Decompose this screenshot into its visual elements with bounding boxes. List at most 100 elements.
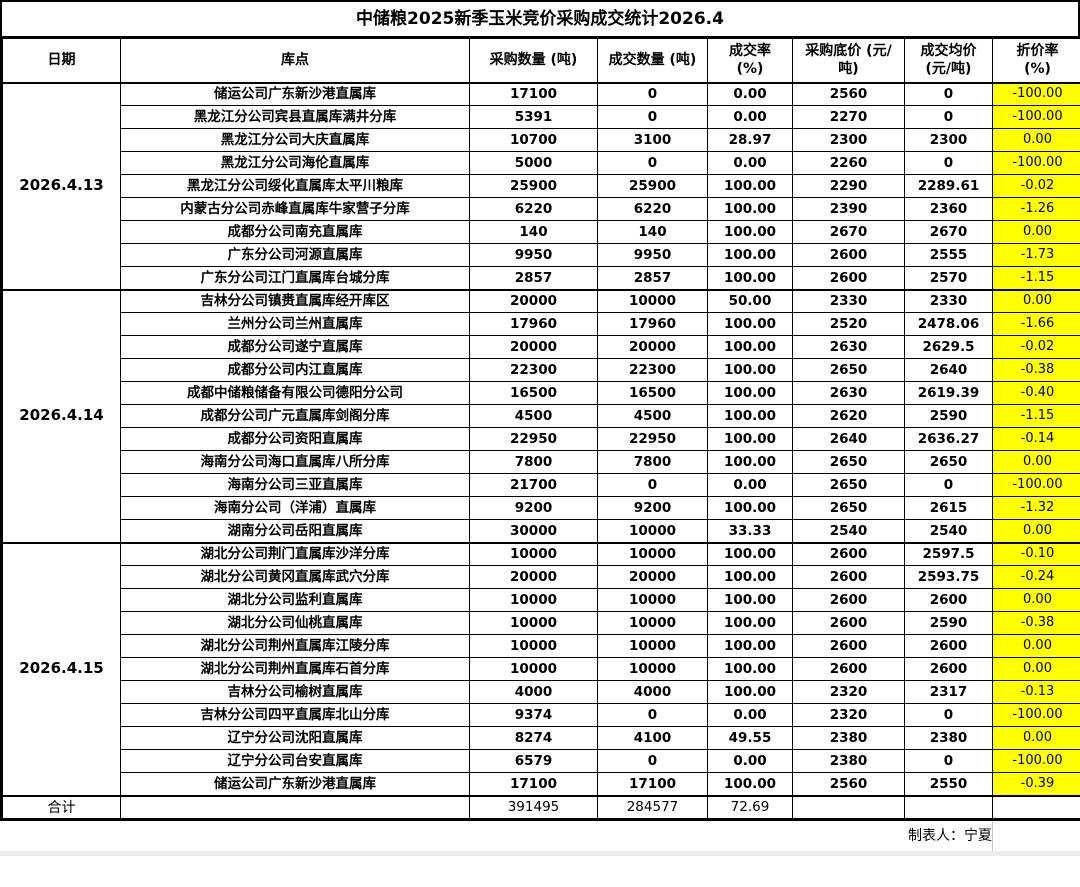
avg-price-value: 2670 <box>904 220 993 244</box>
purchase-qty-value: 2857 <box>469 266 598 291</box>
table-row: 吉林分公司四平直属库北山分库 9374 0 0.00 2320 0 -100.00 <box>3 703 1080 727</box>
purchase-qty-value: 17100 <box>469 772 598 797</box>
date-cell: 2026.4.15 <box>2 542 121 797</box>
floor-price-value: 2540 <box>792 519 905 544</box>
avg-price-value: 2629.5 <box>904 335 993 359</box>
purchase-qty-value: 9200 <box>469 496 598 520</box>
floor-price-value: 2600 <box>792 243 905 267</box>
discount-rate-value: -0.02 <box>992 174 1080 198</box>
depot-name: 储运公司广东新沙港直属库 <box>120 82 470 106</box>
table-row: 内蒙古分公司赤峰直属库牛家营子分库 6220 6220 100.00 2390 2360-… <box>3 197 1080 221</box>
discount-rate-value: -1.15 <box>992 266 1080 291</box>
deal-rate-value: 100.00 <box>707 588 793 612</box>
depot-name: 湖北分公司荆州直属库江陵分库 <box>120 634 470 658</box>
table-row: 2026.4.13 储运公司广东新沙港直属库 17100 0 0.00 2560 0 -100… <box>2 82 1080 291</box>
date-cell: 2026.4.13 <box>2 82 121 291</box>
purchase-qty-value: 8274 <box>469 726 598 750</box>
deal-qty-value: 17960 <box>597 312 708 336</box>
deal-rate-value: 49.55 <box>707 726 793 750</box>
table-row: 储运公司广东新沙港直属库 17100 17100 100.00 2560 2550 -0.3… <box>3 772 1080 797</box>
avg-price-value: 2570 <box>904 266 993 291</box>
discount-rate-value: -0.38 <box>992 611 1080 635</box>
col-header-deal-qty: 成交数量 (吨) <box>597 38 708 84</box>
purchase-qty-value: 9950 <box>469 243 598 267</box>
table-row: 成都分公司内江直属库 22300 22300 100.00 2650 2640 -0.38 <box>3 358 1080 382</box>
table-row: 黑龙江分公司宾县直属库满井分库 5391 0 0.00 2270 0 -100.00 <box>3 105 1080 129</box>
totals-deal-qty: 284577 <box>597 795 708 819</box>
depot-name: 内蒙古分公司赤峰直属库牛家营子分库 <box>120 197 470 221</box>
discount-rate-value: -0.40 <box>992 381 1080 405</box>
depot-name: 湖北分公司仙桃直属库 <box>120 611 470 635</box>
discount-rate-value: -100.00 <box>992 749 1080 773</box>
totals-avg-price-empty <box>904 795 993 819</box>
purchase-qty-value: 10000 <box>469 611 598 635</box>
discount-rate-value: 0.00 <box>992 289 1080 313</box>
footer-strip: 制表人：宁夏 <box>0 821 1080 851</box>
purchase-qty-value: 10000 <box>469 634 598 658</box>
floor-price-value: 2330 <box>792 289 905 313</box>
deal-qty-value: 0 <box>597 105 708 129</box>
table-frame: 中储粮2025新季玉米竞价采购成交统计2026.4 日期 库点 采购数量 (吨)… <box>0 0 1080 821</box>
floor-price-value: 2290 <box>792 174 905 198</box>
avg-price-value: 0 <box>904 473 993 497</box>
discount-rate-value: -1.73 <box>992 243 1080 267</box>
depot-name: 湖北分公司荆州直属库石首分库 <box>120 657 470 681</box>
purchase-qty-value: 17100 <box>469 82 598 106</box>
deal-qty-value: 9950 <box>597 243 708 267</box>
deal-rate-value: 0.00 <box>707 703 793 727</box>
deal-qty-value: 2857 <box>597 266 708 291</box>
table-row: 黑龙江分公司大庆直属库 10700 3100 28.97 2300 2300 0.00 <box>3 128 1080 152</box>
deal-qty-value: 6220 <box>597 197 708 221</box>
table-row: 成都分公司资阳直属库 22950 22950 100.00 2640 2636.27 -0.… <box>3 427 1080 451</box>
totals-depot-empty <box>120 795 470 819</box>
deal-qty-value: 10000 <box>597 542 708 566</box>
creator-label: 制表人：宁夏 <box>0 821 993 851</box>
deal-rate-value: 100.00 <box>707 335 793 359</box>
depot-name: 储运公司广东新沙港直属库 <box>120 772 470 797</box>
discount-rate-value: 0.00 <box>992 726 1080 750</box>
table-row: 成都分公司遂宁直属库 20000 20000 100.00 2630 2629.5 -0.0… <box>3 335 1080 359</box>
deal-rate-value: 100.00 <box>707 220 793 244</box>
procurement-table: 日期 库点 采购数量 (吨) 成交数量 (吨) 成交率 (%) 采购底价 (元/… <box>2 38 1080 819</box>
deal-rate-value: 0.00 <box>707 473 793 497</box>
avg-price-value: 0 <box>904 82 993 106</box>
avg-price-value: 2619.39 <box>904 381 993 405</box>
col-header-deal-rate: 成交率 (%) <box>707 38 793 84</box>
purchase-qty-value: 22950 <box>469 427 598 451</box>
avg-price-value: 2540 <box>904 519 993 544</box>
totals-label: 合计 <box>2 795 121 819</box>
purchase-qty-value: 22300 <box>469 358 598 382</box>
avg-price-value: 2360 <box>904 197 993 221</box>
discount-rate-value: -1.26 <box>992 197 1080 221</box>
purchase-qty-value: 9374 <box>469 703 598 727</box>
date-cell: 2026.4.14 <box>2 289 121 544</box>
depot-name: 广东分公司河源直属库 <box>120 243 470 267</box>
table-row: 吉林分公司榆树直属库 4000 4000 100.00 2320 2317 -0.13 <box>3 680 1080 704</box>
deal-rate-value: 100.00 <box>707 565 793 589</box>
deal-qty-value: 25900 <box>597 174 708 198</box>
depot-name: 广东分公司江门直属库台城分库 <box>120 266 470 291</box>
table-row: 海南分公司（洋浦）直属库 9200 9200 100.00 2650 2615 -1.32 <box>3 496 1080 520</box>
purchase-qty-value: 21700 <box>469 473 598 497</box>
deal-qty-value: 4000 <box>597 680 708 704</box>
deal-rate-value: 33.33 <box>707 519 793 544</box>
deal-rate-value: 100.00 <box>707 542 793 566</box>
deal-qty-value: 0 <box>597 749 708 773</box>
table-row: 黑龙江分公司海伦直属库 5000 0 0.00 2260 0 -100.00 <box>3 151 1080 175</box>
deal-rate-value: 0.00 <box>707 749 793 773</box>
depot-name: 黑龙江分公司宾县直属库满井分库 <box>120 105 470 129</box>
deal-qty-value: 20000 <box>597 335 708 359</box>
floor-price-value: 2600 <box>792 542 905 566</box>
deal-rate-value: 100.00 <box>707 197 793 221</box>
purchase-qty-value: 10000 <box>469 588 598 612</box>
purchase-qty-value: 16500 <box>469 381 598 405</box>
avg-price-value: 0 <box>904 749 993 773</box>
floor-price-value: 2670 <box>792 220 905 244</box>
purchase-qty-value: 20000 <box>469 289 598 313</box>
deal-qty-value: 10000 <box>597 289 708 313</box>
deal-rate-value: 100.00 <box>707 312 793 336</box>
depot-name: 成都分公司广元直属库剑阁分库 <box>120 404 470 428</box>
discount-rate-value: 0.00 <box>992 128 1080 152</box>
avg-price-value: 2593.75 <box>904 565 993 589</box>
floor-price-value: 2650 <box>792 450 905 474</box>
